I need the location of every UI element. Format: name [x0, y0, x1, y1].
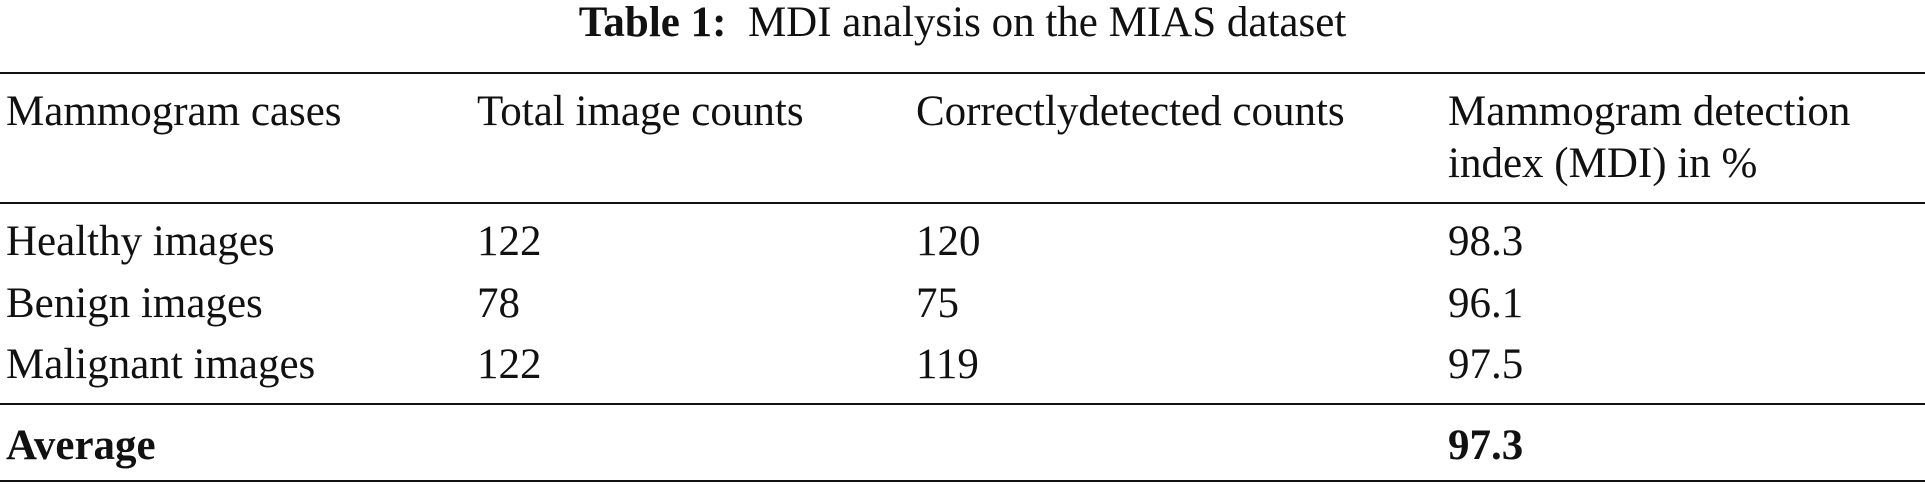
header-cell: Mammogram detection index (MDI) in % [1448, 88, 1851, 187]
header-cell: Correctlydetected counts [916, 88, 1345, 135]
header-rule [0, 202, 1925, 204]
average-value: 97.3 [1448, 422, 1524, 469]
table-cell: 75 [916, 280, 959, 327]
header-cell: Total image counts [477, 88, 804, 135]
header-cell: Mammogram cases [6, 88, 342, 135]
table-cell: Benign images [6, 280, 263, 327]
table-cell: Healthy images [6, 218, 275, 265]
table-cell: 96.1 [1448, 280, 1524, 327]
bottom-rule [0, 480, 1925, 482]
table-cell: 122 [477, 218, 542, 265]
table-cell: 78 [477, 280, 520, 327]
table-cell: 119 [916, 341, 979, 388]
table-cell: Malignant images [6, 341, 316, 388]
caption: Table 1: MDI analysis on the MIAS datase… [0, 0, 1925, 46]
table-cell: 120 [916, 218, 981, 265]
caption-label: Table 1: [578, 0, 727, 46]
top-rule [0, 72, 1925, 74]
caption-text: MDI analysis on the MIAS dataset [747, 0, 1347, 46]
table-cell: 98.3 [1448, 218, 1524, 265]
table-cell: 97.5 [1448, 341, 1524, 388]
average-rule [0, 403, 1925, 405]
average-label: Average [6, 422, 156, 469]
table-cell: 122 [477, 341, 542, 388]
